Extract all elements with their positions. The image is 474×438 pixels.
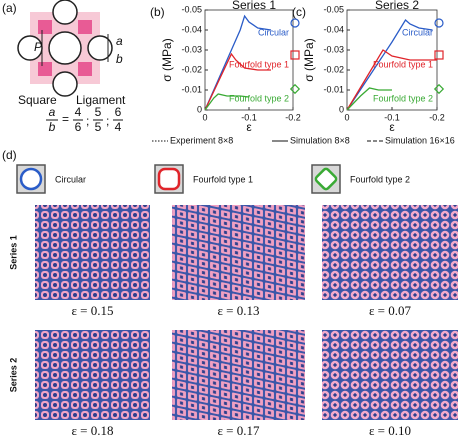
equals: = <box>62 112 69 126</box>
label: Square <box>18 93 57 107</box>
x-tick-label: -0.1 <box>384 112 400 122</box>
photo <box>322 205 458 300</box>
label: b <box>116 52 123 66</box>
legend-label: Fourfold type 1 <box>229 59 289 69</box>
y-tick-label: -0.03 <box>181 44 202 54</box>
x-tick-label: 0 <box>344 112 349 122</box>
legend-label: Fourfold type 2 <box>350 174 410 184</box>
x-tick-label: -0.1 <box>241 112 257 122</box>
charts: Series 1 σ (MPa) ε 0 -0.01 -0.02 -0.03 -0.04 -0.… <box>160 0 445 134</box>
legend-label: Simulation 16×16 <box>385 135 455 145</box>
label: Ligament <box>76 93 126 107</box>
y-tick-label: -0.05 <box>181 4 202 14</box>
y-tick-label: -0.01 <box>181 84 202 94</box>
legend-label: Circular <box>55 174 86 184</box>
y-tick-label: -0.05 <box>323 4 344 14</box>
x-axis-label: ε <box>246 120 252 134</box>
strain-label: ε = 0.10 <box>369 423 411 438</box>
panel-d: Circular Fourfold type 1 Fourfold type 2 Se… <box>8 164 458 438</box>
x-tick-label: -0.2 <box>285 112 301 122</box>
series-line <box>204 14 272 111</box>
photo <box>172 330 305 420</box>
x-axis-label: ε <box>389 120 395 134</box>
legend-marker <box>290 18 300 28</box>
row-label: Series 1 <box>8 235 18 270</box>
separator: ; <box>106 114 109 128</box>
label: P <box>34 40 42 54</box>
ratio-den: b <box>49 120 56 134</box>
series-line <box>204 52 271 111</box>
icon-shape <box>314 167 338 191</box>
legend-label: Fourfold type 1 <box>193 174 253 184</box>
panel-label: (d) <box>2 148 17 162</box>
legend-label: Experiment 8×8 <box>170 135 233 145</box>
ratios: 46 ;55 ;64 <box>73 105 123 134</box>
ratio-num: 6 <box>115 105 122 119</box>
y-tick-label: -0.02 <box>323 64 344 74</box>
panel-label: (b) <box>150 5 165 19</box>
ratio-num: 4 <box>75 105 82 119</box>
legend-marker <box>290 50 300 60</box>
chart-title: Series 1 <box>232 0 276 12</box>
strain-label: ε = 0.15 <box>71 303 113 318</box>
x-tick-label: -0.2 <box>429 112 445 122</box>
strain-label: ε = 0.07 <box>369 303 412 318</box>
legend-label: Fourfold type 2 <box>229 93 289 103</box>
series-line <box>346 87 392 111</box>
strain-label: ε = 0.18 <box>71 423 113 438</box>
legend-label: Fourfold type 2 <box>373 93 433 103</box>
legend-marker <box>433 83 445 95</box>
lattice-diagram <box>17 0 113 97</box>
y-tick-label: 0 <box>339 104 344 114</box>
x-tick-label: 0 <box>202 112 207 122</box>
panel-label: (c) <box>292 5 306 19</box>
strain-label: ε = 0.13 <box>217 303 259 318</box>
strain-label: ε = 0.17 <box>217 423 260 438</box>
chart-title: Series 2 <box>375 0 419 12</box>
line-legend: Experiment 8×8 Simulation 8×8 Simulation 1… <box>152 135 455 145</box>
photo <box>35 205 150 300</box>
y-tick-label: -0.04 <box>323 24 344 34</box>
ratio-den: 4 <box>115 120 122 134</box>
photo <box>35 330 150 420</box>
y-axis-label: σ (MPa) <box>302 38 316 81</box>
legend-label: Circular <box>258 27 289 37</box>
series-line <box>346 49 437 111</box>
legend-label: Simulation 8×8 <box>290 135 350 145</box>
ratio-den: 6 <box>75 120 82 134</box>
ratio-num: 5 <box>95 105 102 119</box>
y-axis-label: σ (MPa) <box>160 38 174 81</box>
series-line <box>204 93 250 111</box>
legend-label: Circular <box>402 27 433 37</box>
legend-marker <box>434 18 444 28</box>
legend-marker <box>434 50 444 60</box>
icon-shape <box>19 167 43 191</box>
y-tick-label: -0.03 <box>323 44 344 54</box>
panel-label: (a) <box>2 1 17 15</box>
ratio-num: a <box>49 105 56 119</box>
ratio-den: 5 <box>95 120 102 134</box>
legend-marker <box>289 83 301 95</box>
icon-shape <box>157 167 181 191</box>
y-tick-label: -0.04 <box>181 24 202 34</box>
photo <box>172 205 305 300</box>
label: a <box>116 34 123 48</box>
separator: ; <box>86 114 89 128</box>
y-tick-label: -0.02 <box>181 64 202 74</box>
series-line <box>346 18 433 111</box>
photo <box>322 330 458 420</box>
y-tick-label: -0.01 <box>323 84 344 94</box>
row-label: Series 2 <box>8 358 18 393</box>
y-tick-label: 0 <box>197 104 202 114</box>
legend-label: Fourfold type 1 <box>373 59 433 69</box>
